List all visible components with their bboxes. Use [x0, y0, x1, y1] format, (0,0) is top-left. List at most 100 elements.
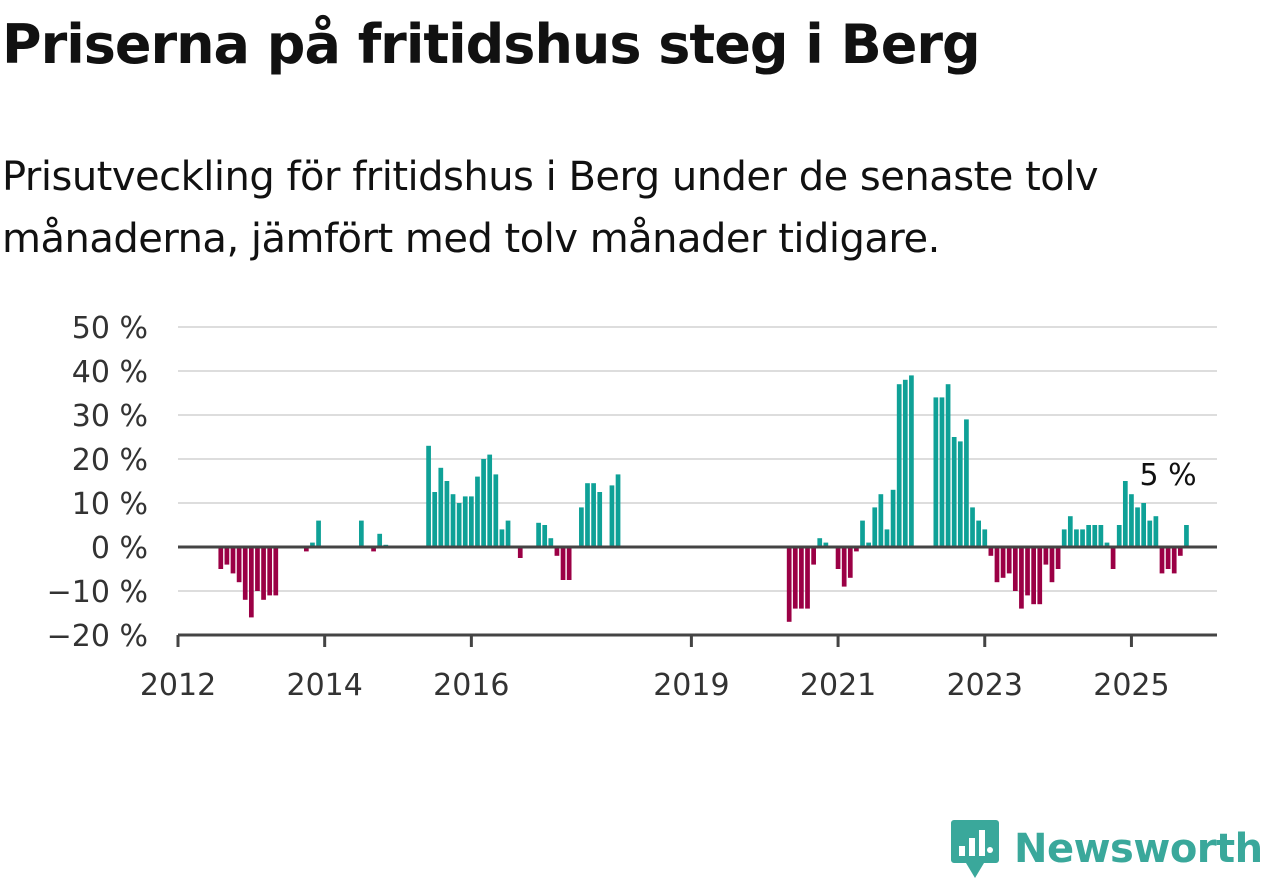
bar-2024-04	[1074, 529, 1079, 547]
bar-2018-01	[615, 474, 621, 547]
bar-2016-06	[499, 529, 505, 547]
bar-2020-08	[805, 547, 810, 609]
bar-2023-02	[988, 547, 994, 556]
y-tick-label: 50 %	[72, 311, 148, 346]
x-tick-label: 2016	[433, 668, 509, 703]
bar-2020-10	[817, 538, 823, 547]
latest-value-label: 5 %	[1140, 458, 1197, 493]
bar-2013-10	[303, 547, 309, 552]
axes	[178, 545, 1217, 637]
x-tick-label: 2019	[653, 668, 729, 703]
bar-2015-10	[450, 494, 456, 547]
bar-2023-05	[1006, 547, 1012, 574]
bar-2015-09	[444, 481, 450, 547]
bar-2013-12	[316, 520, 321, 547]
bar-2015-07	[432, 492, 438, 547]
bar-2017-07	[579, 507, 584, 547]
bar-2022-08	[951, 437, 957, 547]
newsworthy-logo-text: Newsworthy	[1014, 826, 1262, 872]
bar-2015-08	[438, 467, 444, 547]
x-tick-label: 2023	[947, 668, 1023, 703]
bar-2025-03	[1141, 503, 1147, 547]
chart-subtitle: Prisutveckling för fritidshus i Berg und…	[2, 154, 1099, 262]
bar-2022-05	[933, 397, 939, 547]
bar-2013-01	[248, 547, 254, 618]
bar-2017-03	[554, 547, 560, 556]
bar-2024-10	[1110, 547, 1116, 569]
bar-2016-04	[487, 454, 493, 547]
bar-2012-08	[218, 547, 224, 569]
bar-2023-01	[982, 529, 988, 547]
bar-2020-05	[786, 547, 792, 622]
bar-2016-05	[493, 474, 499, 547]
bar-2025-10	[1184, 525, 1189, 547]
bar-2024-03	[1067, 516, 1073, 547]
y-tick-label: −20 %	[47, 619, 148, 654]
y-tick-label: 30 %	[72, 399, 148, 434]
x-tick-label: 2012	[140, 668, 216, 703]
bar-2024-08	[1098, 525, 1104, 547]
bar-2022-10	[964, 419, 969, 547]
bar-2023-08	[1025, 547, 1030, 596]
bar-2021-07	[872, 507, 878, 547]
bar-2012-09	[224, 547, 230, 565]
bar-2025-01	[1129, 494, 1134, 547]
bar-2022-01	[909, 375, 914, 547]
bar-2016-01	[469, 496, 474, 547]
bar-2012-11	[236, 547, 242, 583]
bar-2021-05	[860, 520, 865, 547]
bar-2025-08	[1171, 547, 1177, 574]
bar-2015-12	[462, 496, 468, 547]
bar-2022-06	[939, 397, 945, 547]
bars	[218, 375, 1189, 622]
y-tick-label: 40 %	[72, 355, 148, 390]
bar-2017-08	[585, 483, 590, 547]
bar-2016-03	[481, 459, 486, 547]
bar-2020-09	[811, 547, 816, 565]
bar-2020-06	[792, 547, 798, 609]
bar-2023-06	[1012, 547, 1018, 591]
bar-2022-12	[976, 520, 981, 547]
x-axis-ticks: 2012 2014 2016 2019 2021 2023 2025	[140, 635, 1170, 703]
y-tick-label: −10 %	[47, 575, 148, 610]
bar-2012-10	[230, 547, 236, 574]
y-tick-label: 0 %	[91, 531, 148, 566]
bar-2013-02	[255, 547, 260, 591]
bar-2016-09	[517, 547, 523, 558]
bar-2014-10	[377, 533, 383, 547]
bar-2013-04	[267, 547, 273, 596]
bar-2021-03	[847, 547, 853, 578]
bar-2023-04	[1000, 547, 1006, 578]
bar-2023-07	[1019, 547, 1024, 609]
bar-2021-04	[854, 547, 859, 552]
bar-2013-11	[310, 542, 315, 547]
grid-lines	[178, 326, 1217, 592]
bar-2013-03	[261, 547, 266, 600]
chart-title: Priserna på fritidshus steg i Berg	[2, 13, 981, 76]
bar-2016-02	[475, 476, 480, 547]
bar-2020-07	[799, 547, 804, 609]
bar-2024-01	[1055, 547, 1061, 569]
bar-2017-10	[597, 492, 603, 547]
bar-2017-04	[560, 547, 566, 580]
bar-2021-01	[835, 547, 841, 569]
bar-2025-06	[1159, 547, 1165, 574]
bar-2024-07	[1092, 525, 1098, 547]
bar-2025-09	[1177, 547, 1183, 556]
x-tick-label: 2021	[800, 668, 876, 703]
bar-2025-05	[1153, 516, 1159, 547]
bar-chart: −20 %−10 %0 %10 %20 %30 %40 %50 % 2012 20…	[47, 311, 1217, 703]
bar-2017-01	[542, 525, 548, 547]
bar-2024-12	[1122, 481, 1128, 547]
bar-2013-05	[273, 547, 279, 596]
annotations: 5 %	[1140, 458, 1197, 493]
bar-2024-11	[1116, 525, 1122, 547]
bar-2017-02	[548, 538, 554, 547]
bar-2015-06	[426, 445, 431, 547]
x-tick-label: 2025	[1093, 668, 1169, 703]
bar-2017-05	[566, 547, 572, 580]
bar-2015-11	[456, 503, 462, 547]
y-axis-ticks: −20 % −10 % 0 % 10 % 20 % 30 % 40 % 50 %	[47, 311, 148, 654]
bar-2022-07	[945, 384, 951, 547]
bar-2025-02	[1135, 507, 1140, 547]
